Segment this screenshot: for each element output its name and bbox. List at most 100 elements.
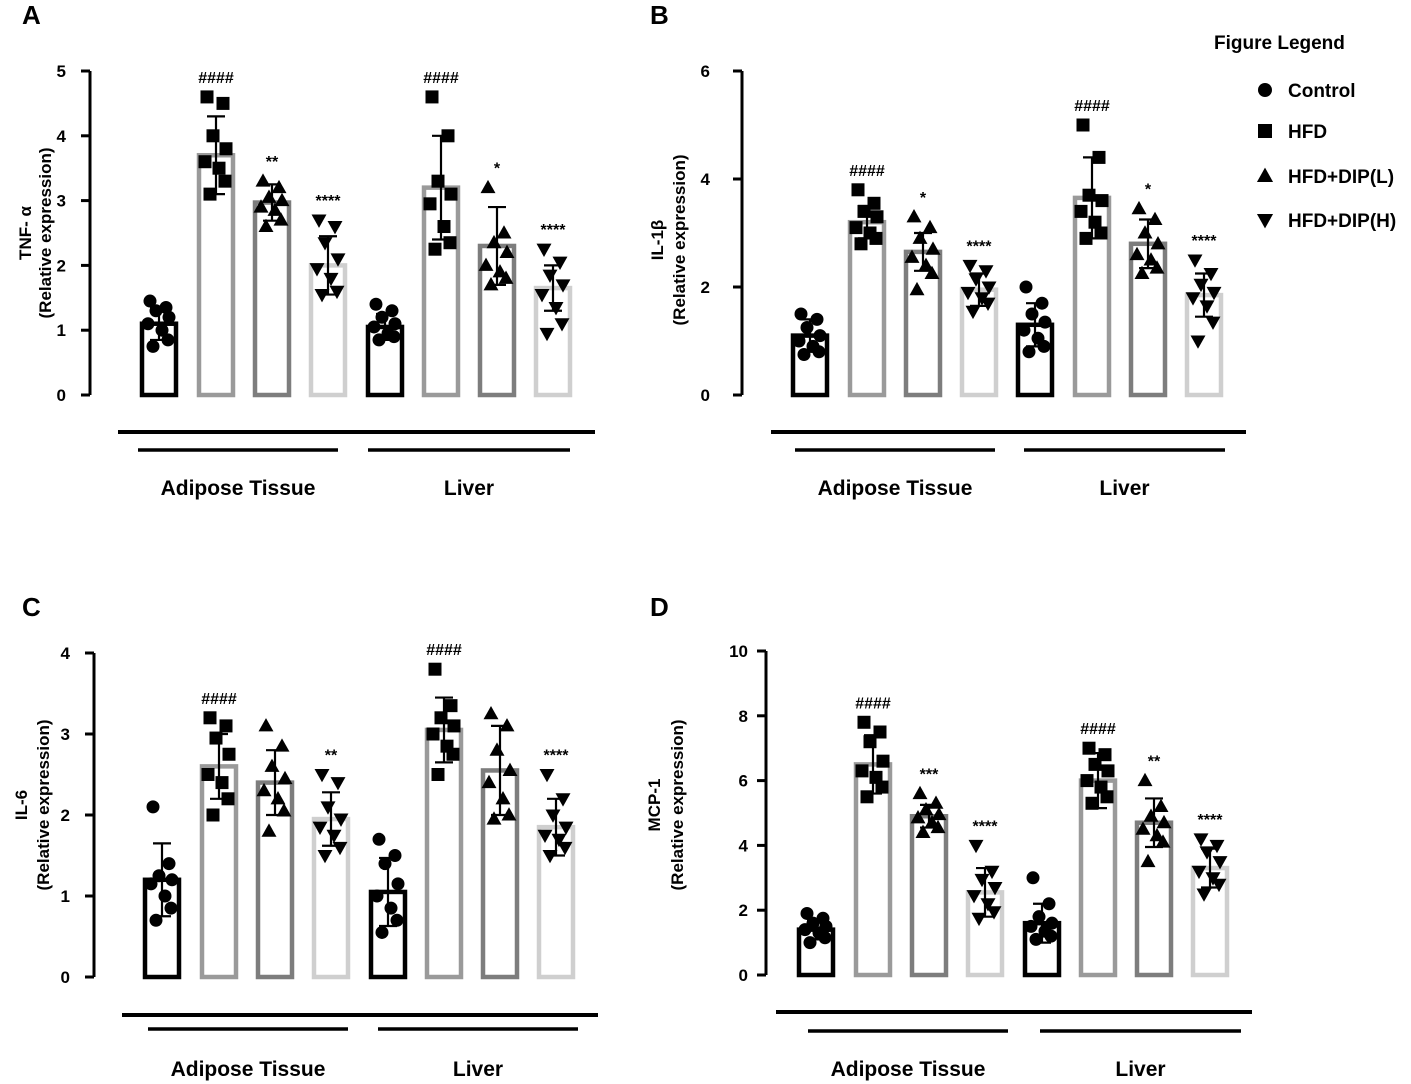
bar-group bbox=[255, 718, 295, 980]
significance-label: **** bbox=[541, 222, 567, 239]
data-point bbox=[486, 811, 502, 825]
significance-label: **** bbox=[316, 193, 342, 210]
data-point bbox=[800, 321, 814, 334]
data-point bbox=[1022, 345, 1036, 359]
data-point bbox=[141, 317, 155, 331]
data-point bbox=[375, 925, 389, 939]
y-axis-label: IL-6 (Relative expression) bbox=[12, 719, 53, 890]
data-point bbox=[1088, 215, 1102, 229]
data-point bbox=[330, 253, 346, 267]
data-point bbox=[924, 265, 940, 280]
data-point bbox=[206, 129, 220, 143]
data-point bbox=[987, 881, 1003, 896]
data-point bbox=[860, 790, 874, 804]
data-point bbox=[261, 189, 277, 203]
data-point bbox=[146, 339, 160, 353]
panel-letter: D bbox=[650, 592, 669, 622]
bar-group: **** bbox=[536, 748, 576, 980]
significance-label: ** bbox=[266, 154, 279, 171]
bar-group: * bbox=[903, 190, 943, 398]
data-point bbox=[428, 662, 442, 676]
y-axis-subtitle: (Relative expression) bbox=[36, 147, 55, 318]
data-point bbox=[542, 849, 558, 864]
data-point bbox=[854, 237, 868, 251]
data-point bbox=[810, 312, 824, 326]
group-label: Adipose Tissue bbox=[831, 1058, 986, 1081]
data-point bbox=[317, 237, 333, 251]
data-point bbox=[1080, 774, 1094, 788]
data-point bbox=[384, 901, 398, 915]
data-point bbox=[273, 212, 289, 226]
data-point bbox=[876, 754, 890, 768]
y-axis-title: IL-6 bbox=[12, 790, 31, 820]
data-point bbox=[489, 742, 505, 756]
data-point bbox=[912, 785, 928, 800]
data-point bbox=[1037, 339, 1051, 353]
data-point bbox=[930, 819, 946, 834]
data-point bbox=[370, 889, 384, 903]
data-point bbox=[425, 90, 439, 104]
legend-marker-triangle-up-icon bbox=[1256, 167, 1274, 182]
data-point bbox=[536, 243, 552, 257]
bar-group: **** bbox=[1190, 812, 1230, 978]
data-point bbox=[437, 220, 451, 234]
data-point bbox=[152, 869, 166, 883]
data-point bbox=[986, 906, 1002, 920]
data-point bbox=[369, 297, 383, 311]
group-label: Liver bbox=[444, 477, 494, 500]
legend-item: HFD+DIP(L) bbox=[1256, 167, 1394, 188]
data-point bbox=[1042, 897, 1056, 911]
data-point bbox=[1038, 315, 1052, 329]
data-point bbox=[1206, 286, 1222, 301]
y-axis-subtitle: (Relative expression) bbox=[668, 719, 687, 890]
bar-group bbox=[1015, 280, 1055, 398]
data-point bbox=[1101, 764, 1115, 778]
y-tick-label: 5 bbox=[57, 62, 66, 81]
bar-group bbox=[790, 307, 830, 398]
data-point bbox=[274, 738, 290, 752]
legend-label: Control bbox=[1288, 81, 1356, 102]
data-point bbox=[158, 889, 172, 903]
y-tick-label: 0 bbox=[61, 968, 70, 987]
group-label: Adipose Tissue bbox=[171, 1058, 326, 1081]
data-point bbox=[813, 329, 827, 343]
legend: Figure Legend Control HFD HFD+DIP(L) HFD+DIP… bbox=[1214, 33, 1396, 232]
data-point bbox=[904, 249, 920, 263]
data-point bbox=[800, 906, 814, 920]
data-point bbox=[548, 301, 564, 316]
data-point bbox=[849, 221, 863, 235]
data-point bbox=[1150, 236, 1166, 250]
data-point bbox=[1019, 280, 1033, 294]
legend-item: Control bbox=[1258, 81, 1356, 102]
data-point bbox=[218, 174, 232, 188]
group-label: Adipose Tissue bbox=[818, 477, 973, 500]
y-tick-label: 6 bbox=[739, 772, 748, 791]
legend-item: HFD+DIP(H) bbox=[1256, 211, 1396, 232]
y-tick-label: 4 bbox=[739, 836, 749, 855]
data-point bbox=[255, 173, 271, 187]
data-point bbox=[915, 824, 931, 838]
data-point bbox=[385, 304, 399, 318]
data-point bbox=[1199, 846, 1215, 860]
data-point bbox=[1131, 200, 1147, 215]
data-point bbox=[1193, 833, 1209, 847]
data-point bbox=[203, 187, 217, 201]
bar-group: ** bbox=[252, 154, 292, 398]
legend-label: HFD+DIP(L) bbox=[1288, 167, 1394, 188]
data-point bbox=[925, 241, 941, 255]
data-point bbox=[483, 277, 499, 291]
data-point bbox=[792, 334, 806, 348]
data-point bbox=[906, 209, 922, 223]
data-point bbox=[258, 218, 274, 233]
data-point bbox=[539, 768, 555, 783]
data-point bbox=[1024, 919, 1038, 933]
data-point bbox=[162, 310, 176, 324]
y-tick-label: 3 bbox=[57, 192, 66, 211]
data-point bbox=[968, 273, 984, 287]
data-point bbox=[1203, 267, 1219, 282]
data-point bbox=[1149, 260, 1165, 274]
data-point bbox=[212, 161, 226, 175]
bar-group: #### bbox=[1078, 721, 1118, 978]
significance-label: **** bbox=[967, 238, 993, 255]
data-point bbox=[1088, 757, 1102, 771]
